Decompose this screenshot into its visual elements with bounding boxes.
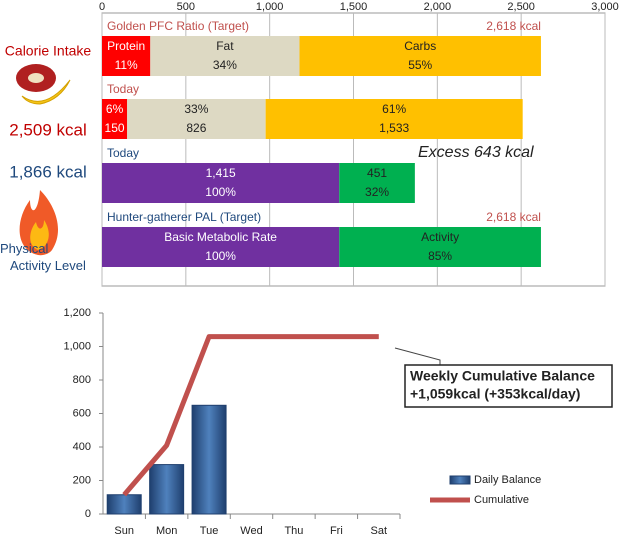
bar-segment: [102, 163, 340, 203]
x-tick-label: 1,500: [340, 1, 368, 13]
x-tick-label: Sat: [371, 525, 388, 537]
legend-label: Daily Balance: [474, 474, 541, 486]
row-title: Golden PFC Ratio (Target): [107, 19, 249, 33]
row-total: 2,618 kcal: [486, 19, 541, 33]
annotation: Excess 643 kcal: [418, 144, 534, 161]
x-tick-label: 2,500: [507, 1, 535, 13]
segment-label: 33%: [184, 102, 208, 116]
row-title: Hunter-gatherer PAL (Target): [107, 210, 261, 224]
flame-icon: [19, 190, 59, 256]
segment-label: 6%: [106, 102, 124, 116]
bar-segment: [299, 36, 541, 76]
segment-label: 1,533: [379, 121, 409, 135]
side-label: 1,866 kcal: [9, 162, 87, 181]
x-tick-label: 2,000: [424, 1, 452, 13]
x-tick-label: Wed: [240, 525, 262, 537]
bar-segment: [102, 36, 151, 76]
y-tick-label: 200: [73, 474, 91, 486]
x-tick-label: Thu: [284, 525, 303, 537]
bar-segment: [127, 99, 266, 139]
legend-swatch: [449, 475, 471, 485]
segment-label: 100%: [205, 185, 236, 199]
segment-label: 1,415: [206, 166, 236, 180]
segment-label: 61%: [382, 102, 406, 116]
segment-label: 55%: [408, 58, 432, 72]
callout-text: Weekly Cumulative Balance: [410, 368, 595, 384]
x-tick-label: Tue: [200, 525, 219, 537]
side-label: Physical Activity Level: [0, 241, 86, 273]
side-label: 2,509 kcal: [9, 120, 87, 139]
bar-segment: [265, 99, 523, 139]
y-tick-label: 600: [73, 407, 91, 419]
bar-segment: [339, 163, 415, 203]
y-tick-label: 400: [73, 441, 91, 453]
row-title: Today: [107, 146, 139, 160]
segment-label: Fat: [216, 39, 234, 53]
callout-text: +1,059kcal (+353kcal/day): [410, 386, 580, 402]
line: [122, 334, 379, 497]
x-tick-label: 3,000: [591, 1, 619, 13]
segment-label: 11%: [115, 58, 138, 72]
x-tick-label: Mon: [156, 525, 177, 537]
callout-box: [404, 364, 613, 408]
x-tick-label: Fri: [330, 525, 343, 537]
segment-label: Basic Metabolic Rate: [164, 230, 277, 244]
bar: [191, 404, 227, 515]
segment-label: 150: [105, 121, 125, 135]
legend-label: Cumulative: [474, 494, 529, 506]
y-tick-label: 1,000: [63, 340, 91, 352]
row-total: 2,618 kcal: [486, 210, 541, 224]
bar: [106, 494, 142, 515]
bar-segment: [102, 227, 340, 267]
bar-segment: [339, 227, 541, 267]
segment-label: 826: [186, 121, 206, 135]
y-tick-label: 800: [73, 374, 91, 386]
segment-label: 32%: [365, 185, 389, 199]
x-tick-label: Sun: [114, 525, 134, 537]
x-tick-label: 500: [177, 1, 195, 13]
row-title: Today: [107, 82, 139, 96]
food-icon: [16, 64, 71, 105]
callout-leader: [394, 347, 441, 366]
bar-segment: [150, 36, 300, 76]
segment-label: 100%: [205, 249, 236, 263]
segment-label: Carbs: [404, 39, 436, 53]
segment-label: Activity: [421, 230, 459, 244]
segment-label: 85%: [428, 249, 452, 263]
x-tick-label: 0: [99, 1, 105, 13]
segment-label: Protein: [107, 39, 145, 53]
y-tick-label: 1,200: [63, 307, 91, 319]
x-tick-label: 1,000: [256, 1, 284, 13]
segment-label: 451: [367, 166, 387, 180]
bar-segment: [102, 99, 128, 139]
side-label: Calorie Intake: [5, 43, 92, 59]
segment-label: 34%: [213, 58, 237, 72]
y-tick-label: 0: [85, 508, 91, 520]
bar: [149, 464, 185, 515]
